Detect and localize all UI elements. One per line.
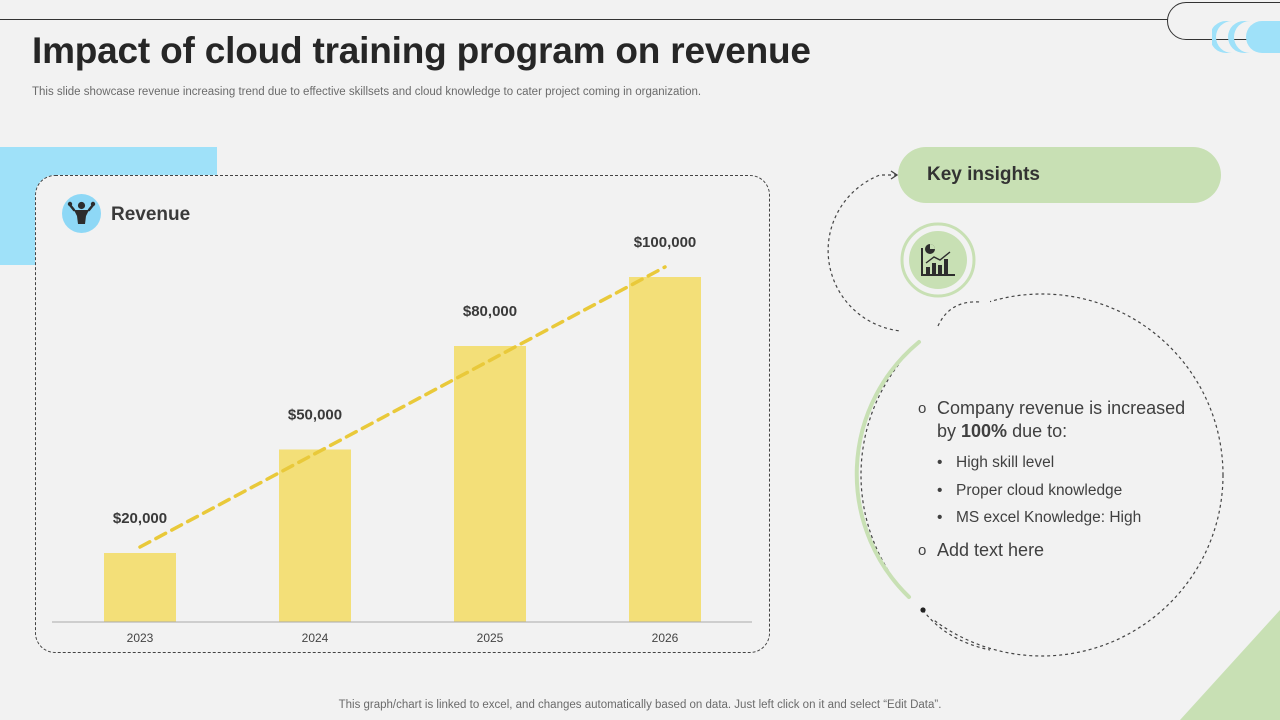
header-divider-line — [0, 19, 1170, 20]
data-label: $50,000 — [288, 407, 342, 424]
trophy-person-icon — [62, 194, 101, 233]
x-tick-label: 2026 — [652, 631, 679, 645]
insight-text: Company revenue is increased by — [937, 398, 1186, 441]
chart-analytics-icon — [900, 222, 976, 298]
circle-bullet-icon: o — [918, 400, 927, 417]
page-title: Impact of cloud training program on reve… — [32, 30, 811, 71]
x-tick-label: 2023 — [127, 631, 154, 645]
bar-2024 — [279, 449, 351, 622]
insight-text-tail: due to: — [1007, 421, 1068, 441]
page-subtitle: This slide showcase revenue increasing t… — [32, 86, 702, 98]
insight-sub-list: • High skill level • Proper cloud knowledg… — [918, 449, 1198, 532]
insight-item: o Add text here — [918, 539, 1198, 562]
list-item: • High skill level — [937, 454, 1055, 471]
chart-title: Revenue — [111, 204, 191, 225]
trend-line — [138, 265, 667, 549]
key-insights-title: Key insights — [927, 164, 1040, 185]
list-item: • MS excel Knowledge: High — [937, 509, 1142, 526]
circle-bullet-icon: o — [918, 541, 927, 559]
list-item: • Proper cloud knowledge — [937, 481, 1123, 499]
data-label: $80,000 — [463, 303, 517, 320]
insight-item: o Company revenue is increased by 100% d… — [918, 397, 1198, 443]
data-label: $20,000 — [113, 510, 167, 527]
bar-2023 — [104, 553, 176, 622]
key-insights-header — [898, 147, 1221, 203]
data-label: $100,000 — [634, 234, 697, 251]
insights-list: o Company revenue is increased by 100% d… — [918, 397, 1198, 562]
chevron-decoration-icon — [1212, 21, 1280, 53]
x-tick-label: 2024 — [302, 631, 329, 645]
insight-text: Add text here — [937, 539, 1045, 560]
bar-2025 — [454, 346, 526, 622]
x-tick-label: 2025 — [477, 631, 504, 645]
bar-2026 — [629, 277, 701, 622]
footer-note: This graph/chart is linked to excel, and… — [338, 699, 942, 711]
insight-highlight: 100% — [961, 421, 1008, 441]
